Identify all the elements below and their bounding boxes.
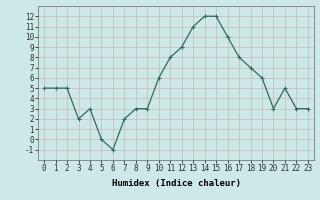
X-axis label: Humidex (Indice chaleur): Humidex (Indice chaleur) <box>111 179 241 188</box>
